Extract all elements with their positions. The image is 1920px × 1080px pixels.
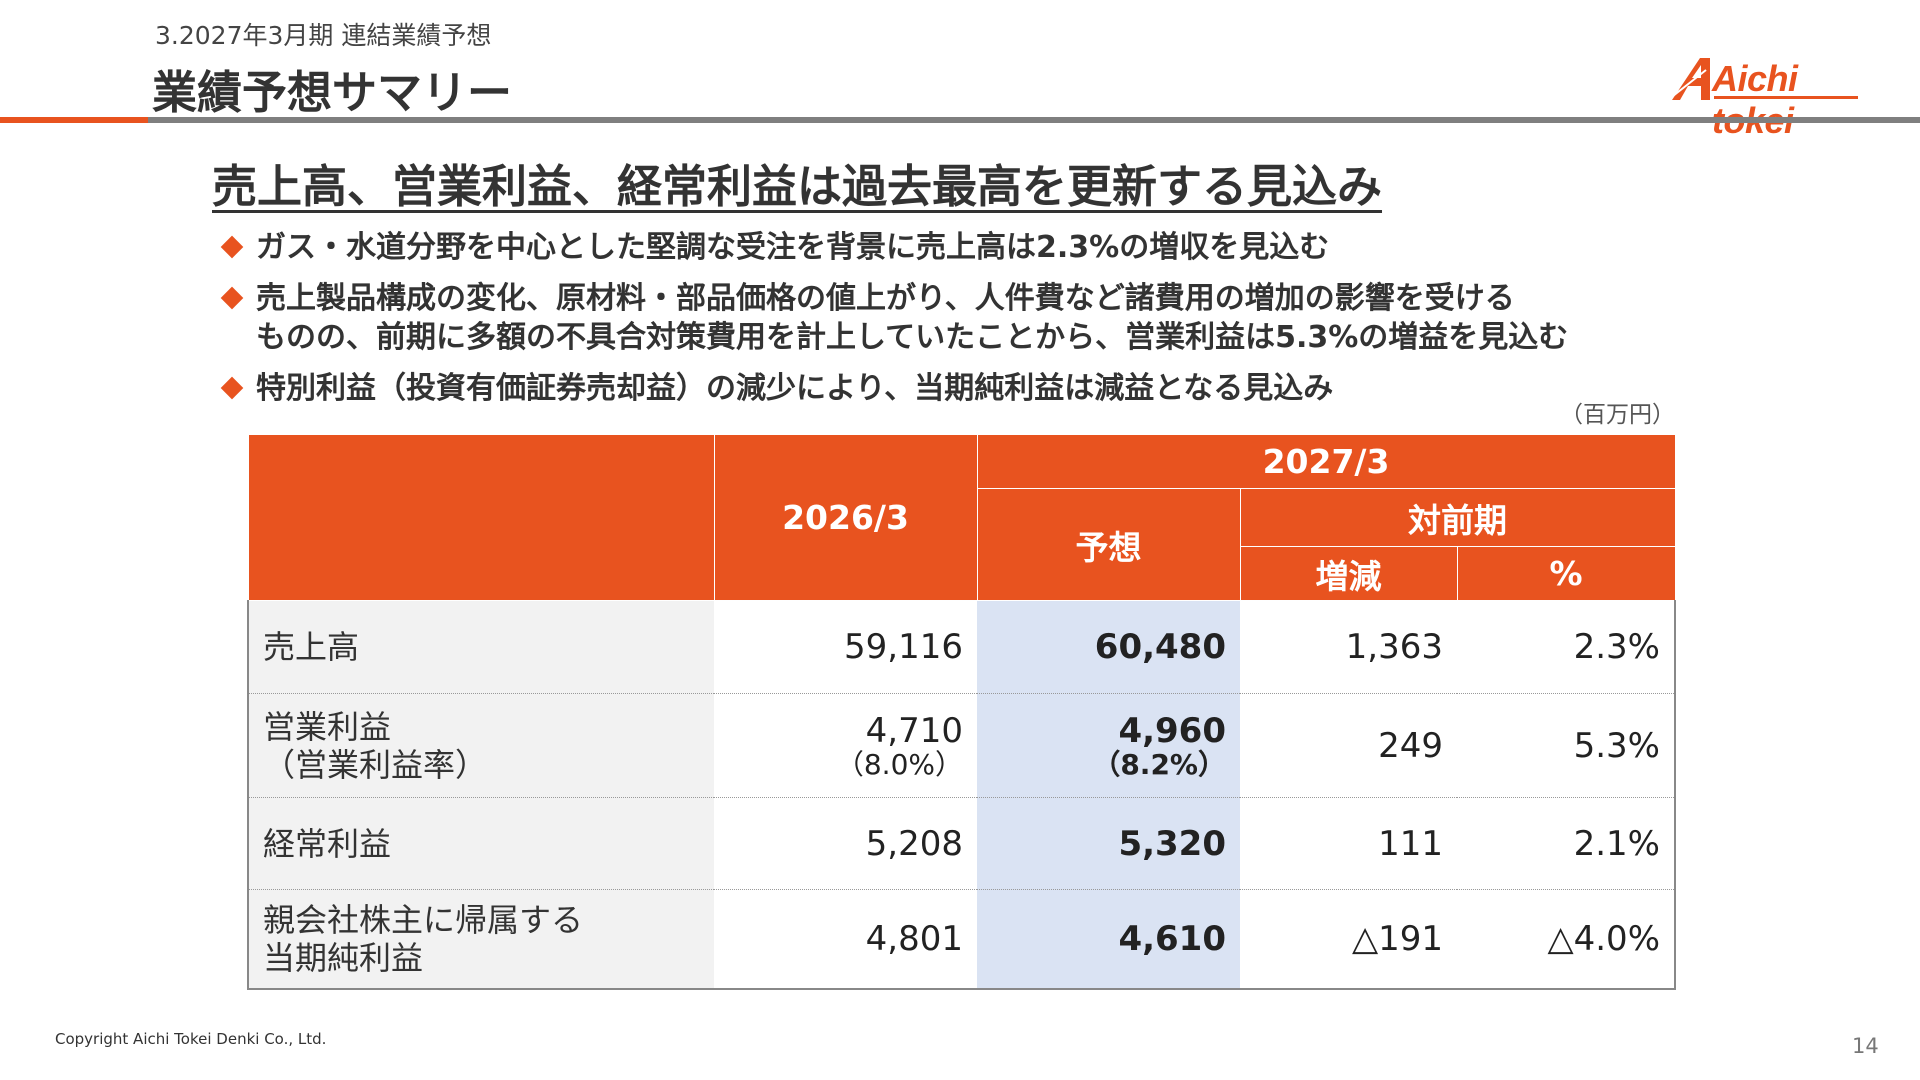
prev-value-ratio: （8.0%） (835, 747, 963, 781)
change-value: △191 (1240, 889, 1457, 990)
row-label: 親会社株主に帰属する 当期純利益 (247, 889, 714, 990)
forecast-value-main: 4,960 (1118, 710, 1226, 751)
headline: 売上高、営業利益、経常利益は過去最高を更新する見込み (212, 160, 1383, 213)
company-logo: Aichi tokei (1670, 52, 1860, 141)
row-label: 売上高 (247, 600, 714, 694)
table-row: 売上高 59,116 60,480 1,363 2.3% (247, 600, 1676, 694)
prev-value-main: 4,710 (865, 710, 963, 751)
logo-text: Aichi tokei (1712, 58, 1798, 141)
table-row: 営業利益 （営業利益率） 4,710 （8.0%） 4,960 （8.2%） 2… (247, 693, 1676, 798)
header-next-year: 2027/3 (976, 434, 1676, 489)
page-number: 14 (1852, 1034, 1879, 1058)
row-label-subtext: （営業利益率） (263, 745, 488, 784)
diamond-bullet-icon (220, 286, 244, 310)
header-rule (0, 117, 1920, 123)
pct-value: 2.1% (1457, 797, 1676, 890)
header-pct: % (1456, 546, 1676, 601)
row-label: 営業利益 （営業利益率） (247, 693, 714, 798)
row-label: 経常利益 (247, 797, 714, 890)
forecast-value: 5,320 (977, 797, 1240, 890)
pct-value: 2.3% (1457, 600, 1676, 694)
row-label-text: 営業利益 (263, 707, 392, 746)
unit-label: （百万円） (1560, 402, 1675, 428)
forecast-value: 4,960 （8.2%） (977, 693, 1240, 798)
pct-value: △4.0% (1457, 889, 1676, 990)
prev-value: 4,710 （8.0%） (714, 693, 977, 798)
header-blank (247, 434, 715, 601)
bullet-item: 売上製品構成の変化、原材料・部品価格の値上がり、人件費など諸費用の増加の影響を受… (220, 279, 1672, 357)
header-prev-year: 2026/3 (713, 434, 978, 601)
bullet-text: ものの、前期に多額の不具合対策費用を計上していたことから、営業利益は5.3%の増… (256, 320, 1569, 355)
bullet-item: ガス・水道分野を中心とした堅調な受注を背景に売上高は2.3%の増収を見込む (220, 228, 1672, 267)
table-row: 経常利益 5,208 5,320 111 2.1% (247, 797, 1676, 890)
copyright: Copyright Aichi Tokei Denki Co., Ltd. (55, 1030, 327, 1048)
logo-underline (1714, 96, 1858, 99)
change-value: 249 (1240, 693, 1457, 798)
bullet-item: 特別利益（投資有価証券売却益）の減少により、当期純利益は減益となる見込み (220, 369, 1672, 408)
header-accent (0, 117, 148, 123)
page-title: 業績予想サマリー (152, 66, 513, 119)
pct-value: 5.3% (1457, 693, 1676, 798)
header-yoy: 対前期 (1239, 488, 1676, 547)
prev-value: 4,801 (714, 889, 977, 990)
bullet-text: 特別利益（投資有価証券売却益）の減少により、当期純利益は減益となる見込み (256, 371, 1334, 406)
prev-value: 5,208 (714, 797, 977, 890)
forecast-value-ratio: （8.2%） (1092, 747, 1226, 781)
diamond-bullet-icon (220, 376, 244, 400)
header-forecast: 予想 (976, 488, 1241, 601)
change-value: 1,363 (1240, 600, 1457, 694)
bullet-text: ガス・水道分野を中心とした堅調な受注を背景に売上高は2.3%の増収を見込む (256, 230, 1330, 265)
diamond-bullet-icon (220, 235, 244, 259)
bullet-text: 売上製品構成の変化、原材料・部品価格の値上がり、人件費など諸費用の増加の影響を受… (256, 281, 1515, 316)
table-row: 親会社株主に帰属する 当期純利益 4,801 4,610 △191 △4.0% (247, 889, 1676, 990)
row-label-text: 当期純利益 (263, 938, 424, 977)
forecast-table: 2026/3 2027/3 予想 対前期 増減 % 売上高 59,116 60,… (247, 434, 1676, 990)
row-label-text: 親会社株主に帰属する (263, 900, 584, 939)
section-label: 3.2027年3月期 連結業績予想 (155, 21, 492, 50)
bullet-list: ガス・水道分野を中心とした堅調な受注を背景に売上高は2.3%の増収を見込む 売上… (220, 228, 1672, 420)
header-change: 増減 (1239, 546, 1458, 601)
row-label-text: 経常利益 (263, 824, 392, 863)
forecast-value: 60,480 (977, 600, 1240, 694)
change-value: 111 (1240, 797, 1457, 890)
prev-value: 59,116 (714, 600, 977, 694)
forecast-value: 4,610 (977, 889, 1240, 990)
row-label-text: 売上高 (263, 628, 360, 666)
logo-mark-icon (1672, 58, 1710, 100)
